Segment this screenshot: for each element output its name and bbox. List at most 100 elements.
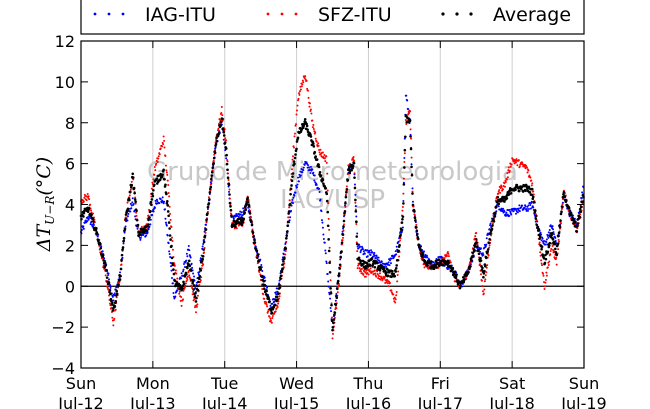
data-point <box>242 217 245 221</box>
data-point <box>397 249 400 253</box>
data-point <box>126 207 130 211</box>
data-point <box>335 296 339 300</box>
data-point <box>432 267 436 271</box>
data-point <box>149 200 153 204</box>
data-point <box>241 214 244 217</box>
data-point <box>317 142 320 145</box>
data-point <box>554 247 557 251</box>
data-point <box>162 135 165 138</box>
data-point <box>350 168 353 172</box>
data-point <box>324 249 327 252</box>
data-point <box>300 85 303 88</box>
data-point <box>581 191 584 194</box>
data-point <box>299 174 302 177</box>
data-point <box>128 198 131 202</box>
data-point <box>132 186 136 190</box>
data-point <box>151 192 154 195</box>
data-point <box>559 212 563 216</box>
data-point <box>336 279 340 283</box>
data-point <box>87 195 90 198</box>
data-point <box>301 83 304 86</box>
data-point <box>161 173 164 176</box>
data-point <box>104 274 107 277</box>
data-point <box>508 208 511 211</box>
data-point <box>530 179 533 182</box>
data-point <box>352 155 355 158</box>
data-point <box>505 197 509 200</box>
data-point <box>476 243 479 246</box>
data-point <box>335 307 338 310</box>
data-point <box>532 200 536 204</box>
data-point <box>499 191 502 194</box>
data-point <box>182 270 185 273</box>
data-point <box>359 251 362 254</box>
data-point <box>394 301 397 304</box>
data-point <box>132 178 135 181</box>
data-point <box>507 166 510 169</box>
data-point <box>311 119 314 122</box>
data-point <box>294 153 297 156</box>
data-point <box>318 151 321 154</box>
data-point <box>166 210 170 213</box>
data-point <box>338 267 341 270</box>
x-tick-label-day: Wed <box>279 374 314 393</box>
data-point <box>178 290 181 293</box>
x-tick-label-day: Mon <box>136 374 170 393</box>
data-point <box>405 94 408 97</box>
data-point <box>394 270 398 273</box>
data-point <box>301 79 304 82</box>
data-point <box>356 250 359 253</box>
data-point <box>289 187 293 191</box>
data-point <box>360 270 362 273</box>
data-point <box>164 183 167 187</box>
data-point <box>126 201 129 204</box>
data-point <box>298 90 301 93</box>
data-point <box>215 139 219 143</box>
data-point <box>295 113 298 116</box>
data-point <box>446 251 449 254</box>
data-point <box>557 248 560 251</box>
data-point <box>495 205 498 209</box>
data-point <box>135 211 138 214</box>
data-point <box>129 190 132 194</box>
data-point <box>409 128 412 131</box>
data-point <box>527 185 531 189</box>
data-point <box>555 256 558 259</box>
y-tick-label: −2 <box>51 318 75 337</box>
data-point <box>109 285 112 288</box>
data-point <box>291 202 294 205</box>
data-point <box>122 239 125 243</box>
data-point <box>493 215 497 218</box>
data-point <box>411 192 414 195</box>
data-point <box>184 284 187 287</box>
data-point <box>252 235 255 238</box>
data-point <box>147 228 150 231</box>
data-point <box>549 253 552 256</box>
data-point <box>479 256 482 260</box>
data-point <box>342 227 345 230</box>
data-point <box>265 301 268 304</box>
data-point <box>399 234 402 237</box>
data-point <box>191 266 194 269</box>
data-point <box>169 212 172 215</box>
data-point <box>111 309 115 312</box>
data-point <box>539 231 542 234</box>
data-point <box>480 279 483 282</box>
data-point <box>564 198 568 202</box>
data-point <box>321 226 324 229</box>
data-point <box>353 176 356 179</box>
data-point <box>369 270 372 273</box>
data-point <box>150 198 154 201</box>
data-point <box>192 290 195 293</box>
data-point <box>236 214 239 217</box>
data-point <box>527 169 530 172</box>
data-point <box>396 258 399 262</box>
data-point <box>197 273 200 276</box>
data-point <box>402 192 405 195</box>
data-point <box>567 206 571 210</box>
data-point <box>346 173 349 176</box>
data-point <box>210 174 214 177</box>
data-point <box>339 258 342 261</box>
data-point <box>168 250 171 253</box>
data-point <box>86 193 89 196</box>
